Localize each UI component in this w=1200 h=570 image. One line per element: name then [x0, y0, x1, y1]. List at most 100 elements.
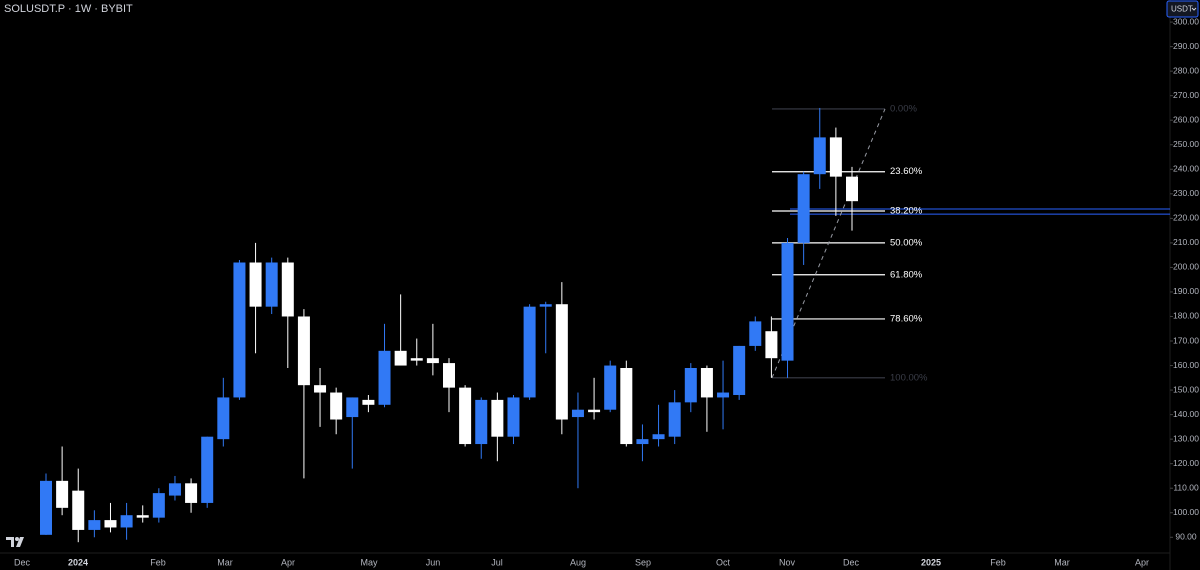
x-tick-label: Jun — [426, 557, 441, 567]
fib-label: 61.80% — [890, 269, 923, 280]
candle-body — [281, 262, 294, 317]
candle-body — [426, 358, 439, 364]
candle-body — [571, 409, 584, 418]
y-tick-label: 120.00 — [1173, 458, 1199, 468]
fib-label: 78.60% — [890, 313, 923, 324]
x-tick-label: Oct — [716, 557, 731, 567]
y-tick-label: 220.00 — [1173, 213, 1199, 223]
candle-body — [846, 176, 858, 202]
y-tick-label: 260.00 — [1173, 114, 1199, 124]
candle-body — [652, 434, 665, 440]
candle-body — [314, 385, 327, 393]
candle-body — [491, 399, 504, 437]
candle-body — [765, 331, 778, 359]
candle-body — [410, 358, 423, 361]
candle-body — [378, 350, 391, 405]
y-tick-label: 230.00 — [1173, 188, 1199, 198]
candle-body — [459, 387, 472, 445]
candle-body — [620, 368, 633, 445]
candle-body — [475, 399, 488, 445]
candle-body — [362, 399, 375, 405]
logo-part — [15, 537, 19, 541]
y-tick-label: 150.00 — [1173, 384, 1199, 394]
candle-body — [684, 368, 697, 403]
candle-body — [120, 515, 133, 528]
candle-body — [781, 242, 794, 361]
candle-body — [443, 363, 455, 388]
y-tick-label: 280.00 — [1173, 65, 1199, 75]
candle-body — [797, 174, 810, 243]
x-tick-label: Mar — [1054, 557, 1070, 567]
x-tick-label: Dec — [843, 557, 860, 567]
candle-body — [104, 520, 117, 528]
y-tick-label: 190.00 — [1173, 286, 1199, 296]
candle-body — [346, 397, 359, 418]
candle-body — [88, 520, 101, 530]
candle-body — [152, 493, 165, 518]
y-tick-label: 90.00 — [1175, 532, 1197, 542]
candle-body — [507, 397, 520, 437]
y-tick-label: 110.00 — [1173, 482, 1199, 492]
x-tick-label: Aug — [570, 557, 586, 567]
fib-label: 23.60% — [890, 166, 923, 177]
x-tick-label: Apr — [281, 557, 295, 567]
currency-button-frame[interactable] — [1166, 0, 1199, 18]
candle-body — [217, 397, 230, 440]
x-tick-label: Dec — [14, 557, 31, 567]
candle-body — [588, 409, 601, 413]
x-tick-label: Nov — [779, 557, 796, 567]
candle-body — [201, 436, 214, 503]
x-tick-label: Mar — [217, 557, 233, 567]
y-tick-label: 140.00 — [1173, 409, 1199, 419]
candle-body — [249, 262, 262, 307]
x-tick-label: Feb — [990, 557, 1006, 567]
candle-body — [394, 350, 407, 366]
x-tick-label: Feb — [150, 557, 166, 567]
fib-label: 100.00% — [890, 372, 928, 383]
y-tick-label: 180.00 — [1173, 311, 1199, 321]
currency-label[interactable]: USDT — [1171, 5, 1193, 14]
candle-body — [700, 368, 713, 398]
candle-body — [297, 316, 310, 386]
candle-body — [40, 480, 52, 535]
candle-body — [668, 402, 681, 437]
y-tick-label: 130.00 — [1173, 433, 1199, 443]
candle-body — [733, 345, 746, 395]
y-tick-label: 170.00 — [1173, 335, 1199, 345]
x-tick-label: May — [360, 557, 378, 567]
candle-body — [539, 304, 552, 307]
candle-body — [523, 306, 536, 398]
candle-body — [604, 365, 617, 410]
candle-body — [233, 262, 246, 398]
candle-body — [636, 439, 649, 445]
logo-part — [6, 537, 14, 547]
candle-body — [185, 483, 198, 503]
symbol-title: SOLUSDT.P · 1W · BYBIT — [4, 3, 133, 15]
candle-body — [265, 262, 278, 307]
y-tick-label: 270.00 — [1173, 90, 1199, 100]
fib-label: 38.20% — [890, 206, 923, 217]
y-tick-label: 290.00 — [1173, 41, 1199, 51]
x-tick-label: 2025 — [921, 557, 941, 567]
y-tick-label: 100.00 — [1173, 507, 1199, 517]
logo-part — [16, 537, 24, 547]
y-tick-label: 160.00 — [1173, 360, 1199, 370]
y-tick-label: 250.00 — [1173, 139, 1199, 149]
fib-label: 50.00% — [890, 237, 923, 248]
candle-body — [56, 480, 69, 508]
y-tick-label: 200.00 — [1173, 262, 1199, 272]
currency-button[interactable]: USDT — [1166, 0, 1199, 18]
candle-body — [749, 321, 762, 346]
x-tick-label: Jul — [491, 557, 503, 567]
candle-body — [555, 304, 568, 420]
y-tick-label: 300.00 — [1173, 16, 1199, 26]
y-tick-label: 240.00 — [1173, 164, 1199, 174]
chevron[interactable] — [1191, 7, 1197, 11]
y-tick-label: 210.00 — [1173, 237, 1199, 247]
candle-body — [72, 490, 85, 530]
candle-body — [829, 137, 842, 177]
candle-body — [717, 392, 730, 398]
candle-body — [813, 137, 826, 175]
